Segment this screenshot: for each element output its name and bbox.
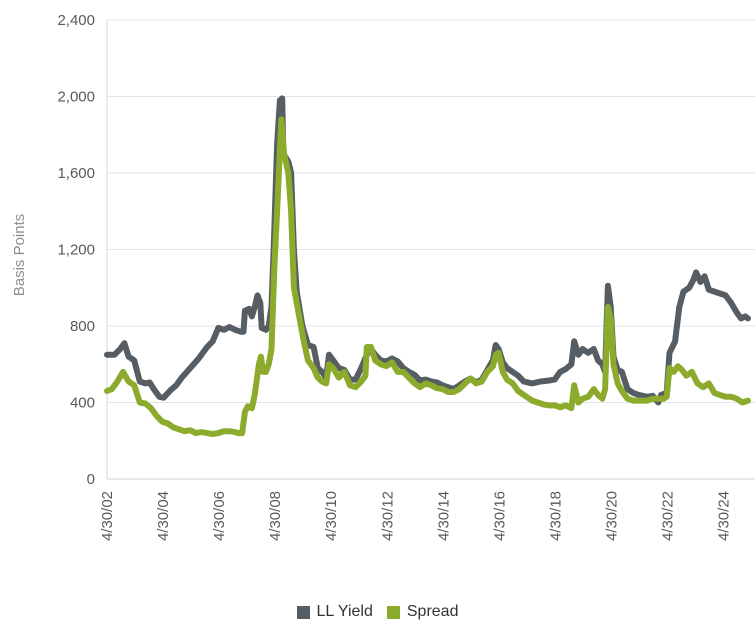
x-tick-label: 4/30/16 — [491, 491, 508, 541]
legend-item-ll-yield: LL Yield — [296, 603, 373, 621]
y-tick-label: 2,400 — [57, 12, 95, 29]
x-tick-label: 4/30/18 — [547, 491, 564, 541]
series-lines — [104, 95, 751, 438]
y-tick-label: 400 — [70, 395, 95, 412]
legend-swatch-ll-yield — [296, 605, 310, 619]
x-tick-label: 4/30/20 — [604, 491, 621, 541]
x-tick-label: 4/30/24 — [716, 491, 733, 541]
gridlines — [107, 19, 755, 480]
x-tick-label: 4/30/14 — [435, 491, 452, 541]
y-axis-title: Basis Points — [11, 214, 28, 297]
y-axis-ticks: 0 400 800 1,200 1,600 2,000 2,400 — [57, 12, 95, 488]
series-line-spread — [104, 116, 751, 438]
x-tick-label: 4/30/22 — [660, 491, 677, 541]
x-tick-label: 4/30/12 — [379, 491, 396, 541]
x-axis-ticks: 4/30/02 4/30/04 4/30/06 4/30/08 4/30/10 4/30/… — [99, 491, 733, 541]
y-tick-label: 0 — [87, 471, 95, 488]
x-tick-label: 4/30/04 — [155, 491, 172, 541]
x-tick-label: 4/30/02 — [99, 491, 116, 541]
legend-swatch-spread — [386, 605, 400, 619]
series-line-ll-yield — [104, 95, 751, 406]
x-tick-label: 4/30/10 — [323, 491, 340, 541]
y-tick-label: 1,200 — [57, 242, 95, 259]
y-tick-label: 800 — [70, 318, 95, 335]
legend-item-spread: Spread — [386, 603, 459, 621]
x-tick-label: 4/30/08 — [267, 491, 284, 541]
y-tick-label: 2,000 — [57, 89, 95, 106]
legend-label-ll-yield: LL Yield — [316, 603, 373, 620]
legend-label-spread: Spread — [406, 603, 459, 620]
x-tick-label: 4/30/06 — [211, 491, 228, 541]
legend: LL Yield Spread — [0, 603, 755, 621]
y-tick-label: 1,600 — [57, 165, 95, 182]
